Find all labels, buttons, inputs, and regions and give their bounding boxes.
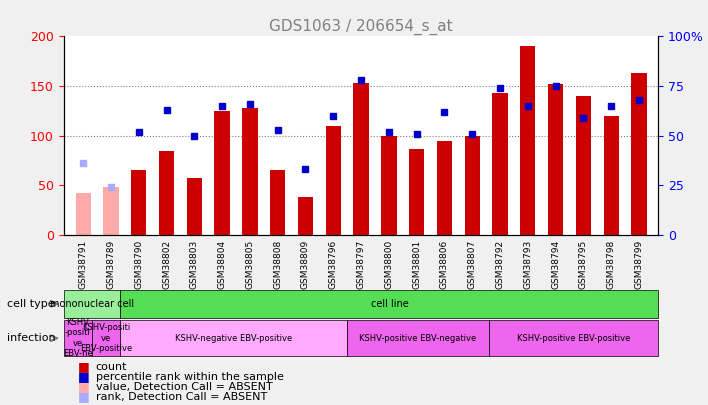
Text: KSHV-positive EBV-positive: KSHV-positive EBV-positive [517,334,630,343]
Bar [437,141,452,235]
Title: GDS1063 / 206654_s_at: GDS1063 / 206654_s_at [269,19,453,35]
Text: KSHV-positive EBV-negative: KSHV-positive EBV-negative [359,334,476,343]
Bar [215,111,230,235]
Bar [492,93,508,235]
Bar [548,84,564,235]
Bar [76,193,91,235]
Bar [270,171,285,235]
Text: ■: ■ [78,370,90,383]
Bar [298,197,313,235]
Text: count: count [96,362,127,371]
Text: percentile rank within the sample: percentile rank within the sample [96,372,283,382]
Bar [520,47,535,235]
Text: KSHV
-positi
ve
EBV-ne: KSHV -positi ve EBV-ne [63,318,93,358]
Bar [131,171,147,235]
Bar [103,187,119,235]
Text: ■: ■ [78,390,90,403]
Bar [576,96,591,235]
Bar [159,151,174,235]
Text: rank, Detection Call = ABSENT: rank, Detection Call = ABSENT [96,392,267,402]
Bar [242,108,258,235]
Text: cell type: cell type [7,299,55,309]
Text: mononuclear cell: mononuclear cell [50,299,134,309]
Text: KSHV-positi
ve
EBV-positive: KSHV-positi ve EBV-positive [80,323,132,353]
Bar [353,83,369,235]
Bar [409,149,424,235]
Bar [464,136,480,235]
Text: infection: infection [7,333,56,343]
Bar [632,73,646,235]
Text: ■: ■ [78,380,90,393]
Text: cell line: cell line [370,299,409,309]
Text: KSHV-negative EBV-positive: KSHV-negative EBV-positive [175,334,292,343]
Bar [603,116,619,235]
Text: ■: ■ [78,360,90,373]
Text: value, Detection Call = ABSENT: value, Detection Call = ABSENT [96,382,273,392]
Bar [381,136,396,235]
Bar [187,178,202,235]
Bar [326,126,341,235]
